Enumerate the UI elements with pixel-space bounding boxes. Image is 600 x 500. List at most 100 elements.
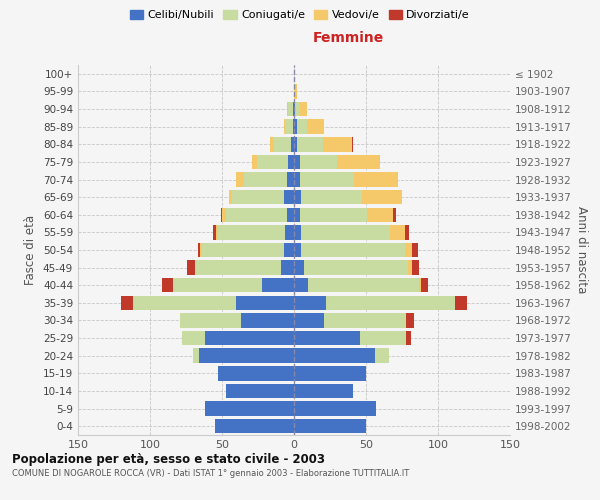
Bar bbox=[412, 243, 418, 257]
Bar bbox=[257, 154, 288, 169]
Bar bbox=[281, 260, 294, 275]
Bar bbox=[294, 366, 366, 380]
Bar bbox=[161, 278, 173, 292]
Bar bbox=[362, 190, 402, 204]
Bar bbox=[262, 278, 294, 292]
Text: Femmine: Femmine bbox=[313, 30, 383, 44]
Bar bbox=[300, 102, 307, 117]
Bar bbox=[236, 296, 294, 310]
Bar bbox=[323, 137, 352, 152]
Bar bbox=[307, 120, 324, 134]
Bar bbox=[324, 314, 406, 328]
Bar bbox=[216, 225, 218, 240]
Bar bbox=[374, 348, 389, 363]
Bar bbox=[304, 260, 408, 275]
Bar bbox=[301, 190, 362, 204]
Bar bbox=[287, 208, 294, 222]
Bar bbox=[252, 154, 257, 169]
Bar bbox=[300, 154, 337, 169]
Bar bbox=[284, 243, 294, 257]
Bar bbox=[284, 190, 294, 204]
Bar bbox=[297, 137, 323, 152]
Bar bbox=[294, 154, 300, 169]
Bar bbox=[180, 314, 241, 328]
Bar bbox=[391, 225, 405, 240]
Text: COMUNE DI NOGAROLE ROCCA (VR) - Dati ISTAT 1° gennaio 2003 - Elaborazione TUTTIT: COMUNE DI NOGAROLE ROCCA (VR) - Dati IST… bbox=[12, 469, 409, 478]
Bar bbox=[301, 243, 405, 257]
Bar bbox=[236, 172, 244, 186]
Bar bbox=[182, 331, 205, 345]
Bar bbox=[301, 225, 391, 240]
Bar bbox=[269, 137, 274, 152]
Bar bbox=[308, 278, 419, 292]
Bar bbox=[294, 314, 324, 328]
Bar bbox=[294, 172, 300, 186]
Bar bbox=[406, 314, 413, 328]
Bar bbox=[287, 102, 288, 117]
Bar bbox=[286, 225, 294, 240]
Y-axis label: Anni di nascita: Anni di nascita bbox=[575, 206, 588, 294]
Bar bbox=[200, 243, 202, 257]
Bar bbox=[187, 260, 194, 275]
Bar bbox=[218, 366, 294, 380]
Bar bbox=[294, 120, 297, 134]
Bar bbox=[244, 172, 287, 186]
Bar bbox=[288, 102, 293, 117]
Bar bbox=[173, 278, 262, 292]
Bar bbox=[286, 120, 293, 134]
Bar bbox=[300, 172, 355, 186]
Bar bbox=[406, 331, 410, 345]
Bar bbox=[367, 208, 394, 222]
Bar bbox=[222, 208, 226, 222]
Bar bbox=[297, 120, 307, 134]
Bar bbox=[215, 419, 294, 434]
Bar bbox=[293, 120, 294, 134]
Bar bbox=[294, 190, 301, 204]
Bar bbox=[394, 208, 396, 222]
Bar bbox=[194, 260, 281, 275]
Y-axis label: Fasce di età: Fasce di età bbox=[25, 215, 37, 285]
Bar bbox=[218, 225, 286, 240]
Bar bbox=[412, 260, 419, 275]
Bar bbox=[360, 331, 406, 345]
Bar bbox=[232, 190, 284, 204]
Bar bbox=[284, 120, 286, 134]
Bar bbox=[199, 348, 294, 363]
Bar bbox=[294, 84, 297, 98]
Bar bbox=[455, 296, 467, 310]
Bar bbox=[326, 296, 455, 310]
Bar bbox=[295, 102, 300, 117]
Bar bbox=[408, 260, 412, 275]
Bar bbox=[205, 402, 294, 416]
Bar bbox=[294, 102, 295, 117]
Bar bbox=[294, 348, 374, 363]
Bar bbox=[205, 331, 294, 345]
Bar bbox=[294, 278, 308, 292]
Bar bbox=[133, 296, 236, 310]
Bar bbox=[229, 190, 232, 204]
Bar bbox=[294, 384, 353, 398]
Bar bbox=[421, 278, 428, 292]
Text: Popolazione per età, sesso e stato civile - 2003: Popolazione per età, sesso e stato civil… bbox=[12, 452, 325, 466]
Bar bbox=[241, 314, 294, 328]
Bar bbox=[337, 154, 380, 169]
Bar bbox=[121, 296, 133, 310]
Bar bbox=[294, 402, 376, 416]
Bar bbox=[294, 331, 360, 345]
Bar bbox=[226, 208, 287, 222]
Bar bbox=[294, 208, 300, 222]
Bar bbox=[405, 243, 412, 257]
Bar bbox=[294, 225, 301, 240]
Bar bbox=[193, 348, 199, 363]
Bar bbox=[294, 419, 366, 434]
Bar bbox=[197, 243, 200, 257]
Bar bbox=[300, 208, 367, 222]
Bar bbox=[214, 225, 216, 240]
Bar bbox=[226, 384, 294, 398]
Bar bbox=[221, 208, 222, 222]
Bar bbox=[291, 137, 294, 152]
Bar bbox=[288, 154, 294, 169]
Bar bbox=[293, 102, 294, 117]
Bar bbox=[294, 137, 297, 152]
Bar bbox=[419, 278, 421, 292]
